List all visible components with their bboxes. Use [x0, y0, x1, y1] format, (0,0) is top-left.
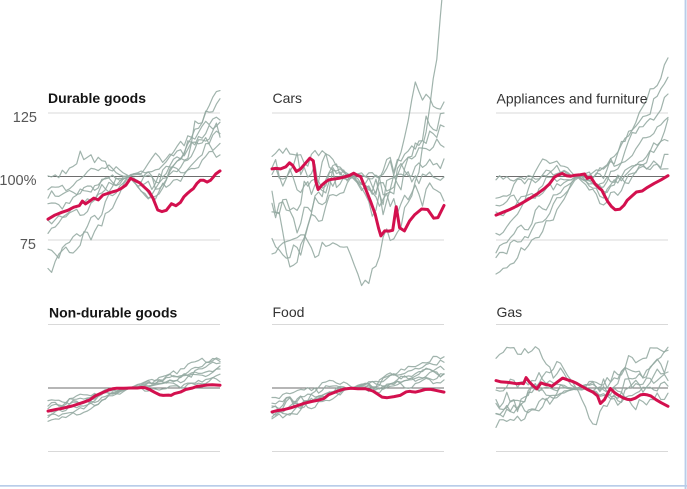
svg-text:Durable goods: Durable goods — [48, 90, 146, 106]
svg-text:125: 125 — [13, 110, 37, 126]
svg-text:Appliances and furniture: Appliances and furniture — [497, 91, 648, 107]
svg-text:Gas: Gas — [497, 304, 523, 320]
svg-text:75: 75 — [20, 237, 36, 253]
svg-text:Food: Food — [273, 304, 305, 320]
svg-text:100%: 100% — [0, 173, 37, 189]
svg-text:Non-durable goods: Non-durable goods — [49, 305, 178, 321]
svg-text:Cars: Cars — [273, 90, 303, 106]
